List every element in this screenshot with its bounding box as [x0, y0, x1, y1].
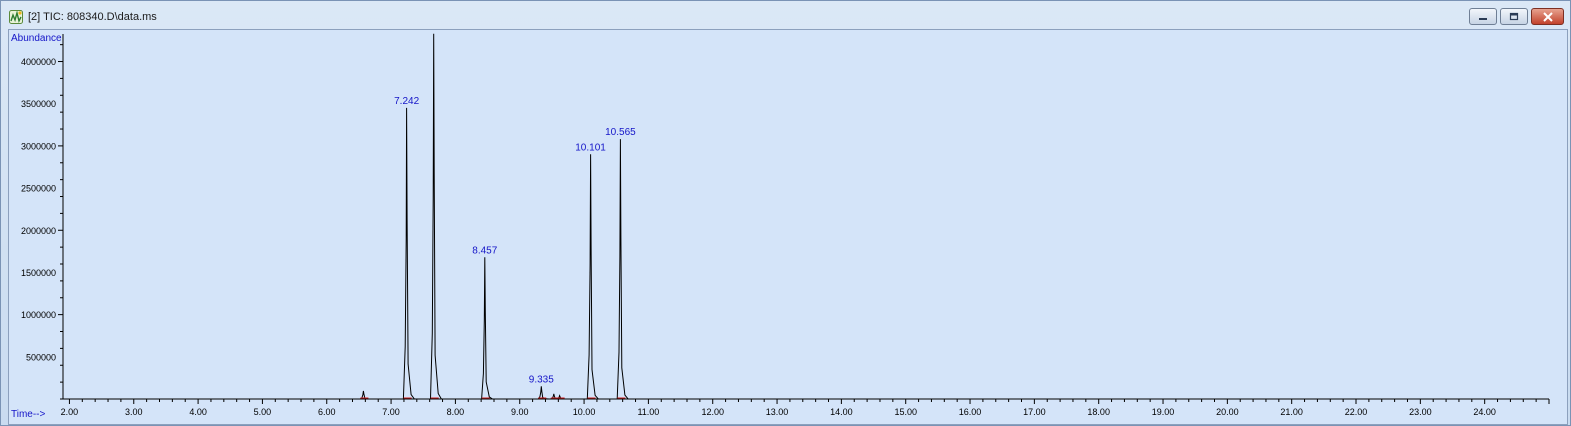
peak-label: 10.101: [575, 142, 606, 153]
peak-label: 8.457: [472, 245, 497, 256]
y-tick-label: 1500000: [21, 268, 56, 278]
x-tick-label: 18.00: [1087, 407, 1110, 417]
x-tick-label: 3.00: [125, 407, 143, 417]
y-tick-label: 1000000: [21, 310, 56, 320]
x-tick-label: 11.00: [637, 407, 659, 417]
x-tick-label: 14.00: [830, 407, 853, 417]
x-tick-label: 4.00: [189, 407, 207, 417]
window-title: [2] TIC: 808340.D\data.ms: [28, 11, 157, 23]
x-tick-label: 22.00: [1345, 407, 1368, 417]
y-tick-label: 2000000: [21, 226, 56, 236]
y-tick-label: 4000000: [21, 57, 56, 67]
x-tick-label: 16.00: [959, 407, 982, 417]
x-tick-label: 15.00: [894, 407, 917, 417]
x-tick-label: 17.00: [1023, 407, 1046, 417]
x-tick-label: 21.00: [1280, 407, 1303, 417]
x-tick-label: 19.00: [1152, 407, 1175, 417]
peak-label: 9.335: [529, 374, 554, 385]
close-icon: [1542, 11, 1553, 22]
chromatogram-app-icon: [9, 10, 23, 24]
x-tick-label: 20.00: [1216, 407, 1239, 417]
y-tick-label: 2500000: [21, 184, 56, 194]
maximize-button[interactable]: [1500, 8, 1528, 25]
peak-label: 10.565: [605, 127, 636, 138]
x-tick-label: 2.00: [61, 407, 79, 417]
tic-trace: [63, 33, 1546, 400]
x-tick-label: 13.00: [766, 407, 789, 417]
close-button[interactable]: [1531, 8, 1564, 25]
y-tick-label: 3000000: [21, 141, 56, 151]
x-tick-label: 23.00: [1409, 407, 1432, 417]
x-tick-label: 9.00: [511, 407, 529, 417]
x-tick-label: 7.00: [382, 407, 400, 417]
minimize-icon: [1479, 17, 1487, 20]
x-tick-label: 24.00: [1473, 407, 1496, 417]
x-axis-title: Time-->: [11, 409, 46, 420]
y-axis-title: Abundance: [11, 33, 62, 44]
y-tick-label: 3500000: [21, 99, 56, 109]
chromatogram-plot-area[interactable]: Abundance Time--> 500000 1000000 1500000 20…: [8, 29, 1568, 425]
x-tick-label: 5.00: [254, 407, 272, 417]
x-tick-label: 10.00: [573, 407, 596, 417]
minimize-button[interactable]: [1469, 8, 1497, 25]
x-tick-label: 6.00: [318, 407, 336, 417]
x-tick-label: 12.00: [701, 407, 724, 417]
peak-label: 7.242: [394, 96, 419, 107]
maximize-icon: [1509, 12, 1519, 20]
tic-chart[interactable]: Abundance Time--> 500000 1000000 1500000 20…: [9, 30, 1567, 424]
y-tick-label: 500000: [26, 352, 56, 362]
x-tick-label: 8.00: [447, 407, 465, 417]
title-bar[interactable]: [2] TIC: 808340.D\data.ms: [1, 1, 1570, 29]
peak-label: 7.663: [421, 30, 446, 33]
